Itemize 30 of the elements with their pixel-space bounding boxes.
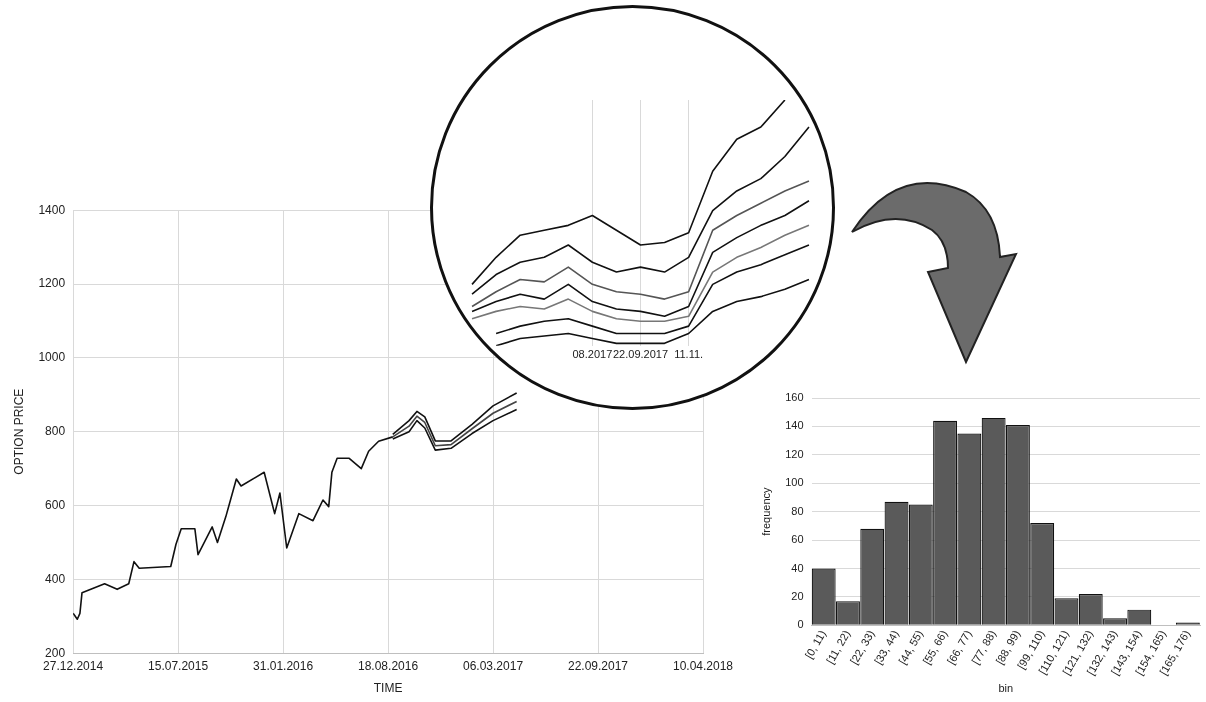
x-tick-label: 27.12.2014 (43, 658, 104, 673)
y-tick-label: 20 (791, 589, 804, 602)
x-axis-title: TIME (373, 681, 403, 696)
y-tick-label: 600 (45, 497, 66, 512)
y-tick-label: 140 (785, 419, 804, 432)
x-tick-label: 18.08.2016 (358, 658, 419, 673)
y-axis-title: OPTION PRICE (11, 388, 26, 475)
x-tick-label: 11.11. (674, 348, 704, 361)
y-tick-label: 160 (785, 391, 804, 404)
x-tick-label: 10.04.2018 (672, 658, 734, 673)
y-tick-label: 120 (785, 447, 804, 460)
y-tick-label: 800 (45, 424, 66, 439)
y-tick-label: 60 (791, 533, 804, 546)
x-tick-label: 06.03.2017 (463, 658, 524, 673)
y-tick-label: 0 (797, 618, 804, 631)
y-tick-label: 1200 (38, 276, 66, 291)
x-axis-title: bin (998, 682, 1014, 695)
y-tick-label: 200 (45, 645, 66, 660)
y-tick-label: 1400 (38, 202, 66, 217)
y-tick-label: 400 (45, 571, 66, 586)
x-tick-label: 08.2017 (572, 348, 613, 361)
x-tick-label: 31.01.2016 (253, 658, 314, 673)
x-tick-label: 15.07.2015 (148, 658, 209, 673)
x-tick-label: 22.09.2017 (567, 658, 629, 673)
y-tick-label: 100 (785, 476, 804, 489)
y-tick-label: 40 (791, 561, 804, 574)
y-axis-title: frequency (759, 487, 772, 536)
y-tick-label: 1000 (38, 350, 66, 365)
y-tick-label: 80 (791, 504, 804, 517)
x-tick-label: 22.09.2017 (612, 348, 669, 361)
